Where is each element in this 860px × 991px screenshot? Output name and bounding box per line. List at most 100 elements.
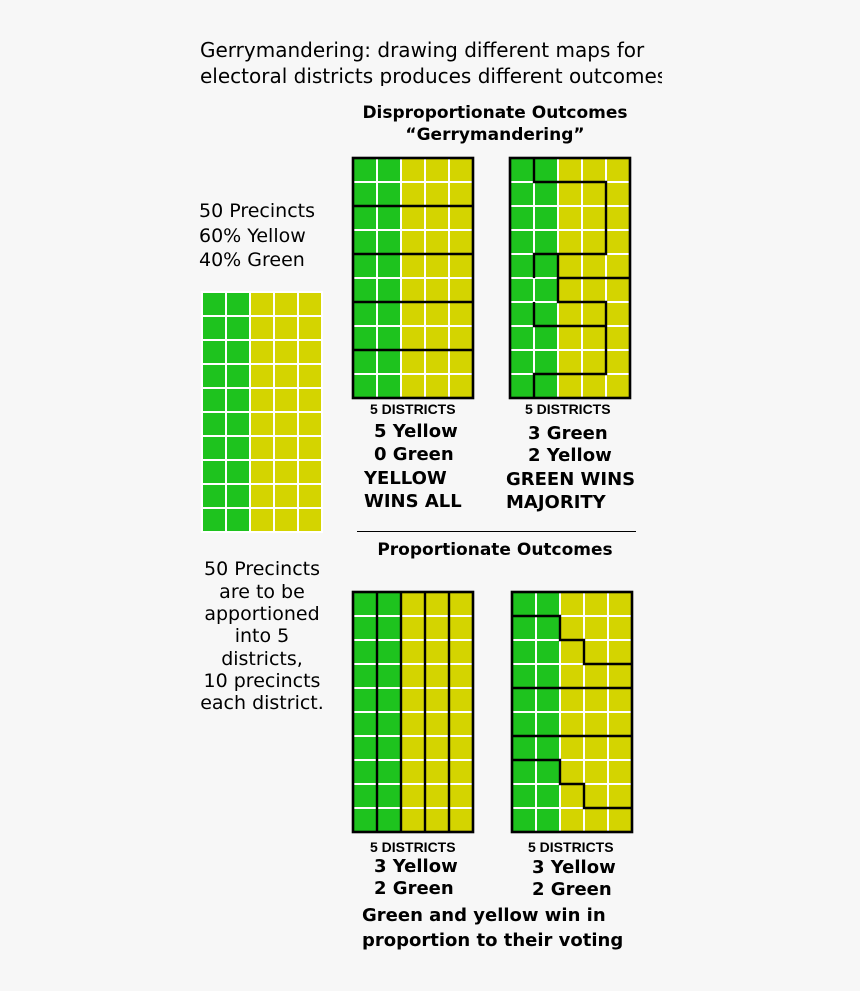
yellow-precinct — [424, 229, 450, 255]
green-precinct — [535, 663, 561, 689]
green-precinct — [225, 339, 251, 365]
yellow-precinct — [581, 205, 607, 231]
yellow-precinct — [605, 205, 631, 231]
yellow-precinct — [448, 325, 474, 351]
yellow-precinct — [448, 759, 474, 785]
green-precinct — [376, 301, 402, 327]
yellow-precinct — [400, 301, 426, 327]
yellow-precinct — [400, 807, 426, 833]
yellow-precinct — [297, 507, 323, 533]
yellow-precinct — [448, 735, 474, 761]
district-boundary — [512, 758, 632, 810]
yellow-precinct — [424, 205, 450, 231]
yellow-precinct — [400, 373, 426, 399]
green-precinct — [376, 277, 402, 303]
green-precinct — [535, 687, 561, 713]
title-line-2: electoral districts produces different o… — [200, 66, 662, 86]
yellow-precinct — [249, 507, 275, 533]
green-precinct — [511, 639, 537, 665]
yellow-precinct — [448, 277, 474, 303]
green-precinct — [225, 483, 251, 509]
yellow-precinct — [581, 325, 607, 351]
yellow-precinct — [400, 663, 426, 689]
green-precinct — [511, 591, 537, 617]
green-precinct — [509, 277, 535, 303]
green-precinct — [201, 459, 227, 485]
green-precinct — [509, 325, 535, 351]
yellow-precinct — [559, 591, 585, 617]
green-precinct — [376, 591, 402, 617]
map-a-verdict-line-2: WINS ALL — [364, 491, 462, 512]
green-precinct — [511, 759, 537, 785]
yellow-precinct — [249, 387, 275, 413]
green-precinct — [352, 663, 378, 689]
yellow-precinct — [559, 807, 585, 833]
green-precinct — [535, 591, 561, 617]
yellow-precinct — [424, 687, 450, 713]
yellow-precinct — [581, 373, 607, 399]
yellow-precinct — [424, 783, 450, 809]
green-precinct — [535, 615, 561, 641]
yellow-precinct — [583, 759, 609, 785]
conclusion-line-2: proportion to their voting — [362, 930, 624, 951]
green-precinct — [509, 229, 535, 255]
yellow-precinct — [424, 301, 450, 327]
summary-yellow-share: 60% Yellow — [199, 225, 306, 247]
yellow-precinct — [297, 435, 323, 461]
yellow-precinct — [400, 639, 426, 665]
green-precinct — [376, 229, 402, 255]
green-precinct — [509, 301, 535, 327]
green-precinct — [352, 591, 378, 617]
yellow-precinct — [559, 711, 585, 737]
yellow-precinct — [559, 783, 585, 809]
conclusion-line-1: Green and yellow win in — [362, 905, 606, 926]
green-precinct — [376, 349, 402, 375]
yellow-precinct — [448, 373, 474, 399]
district-map-yellow-wins-all — [351, 156, 475, 400]
yellow-precinct — [249, 291, 275, 317]
green-precinct — [352, 807, 378, 833]
yellow-precinct — [557, 253, 583, 279]
green-precinct — [376, 181, 402, 207]
yellow-precinct — [557, 349, 583, 375]
green-precinct — [201, 363, 227, 389]
yellow-precinct — [448, 301, 474, 327]
green-precinct — [352, 181, 378, 207]
green-precinct — [352, 253, 378, 279]
yellow-precinct — [424, 663, 450, 689]
yellow-precinct — [400, 783, 426, 809]
yellow-precinct — [581, 181, 607, 207]
yellow-precinct — [605, 325, 631, 351]
yellow-precinct — [583, 663, 609, 689]
yellow-precinct — [607, 711, 633, 737]
district-boundary — [532, 158, 608, 278]
district-map-vertical-strips — [351, 590, 475, 834]
yellow-precinct — [273, 339, 299, 365]
yellow-precinct — [448, 181, 474, 207]
apportion-line-1: 50 Precincts — [204, 558, 320, 580]
green-precinct — [352, 759, 378, 785]
green-precinct — [225, 507, 251, 533]
yellow-precinct — [424, 759, 450, 785]
yellow-precinct — [605, 181, 631, 207]
yellow-precinct — [400, 591, 426, 617]
green-precinct — [201, 435, 227, 461]
green-precinct — [535, 783, 561, 809]
green-precinct — [376, 735, 402, 761]
green-precinct — [201, 507, 227, 533]
apportion-line-7: each district. — [200, 692, 324, 714]
yellow-precinct — [605, 157, 631, 183]
yellow-precinct — [424, 157, 450, 183]
yellow-precinct — [448, 783, 474, 809]
yellow-precinct — [448, 591, 474, 617]
green-precinct — [535, 639, 561, 665]
summary-precincts: 50 Precincts — [199, 200, 315, 222]
map-a-verdict-line-1: YELLOW — [364, 468, 447, 489]
green-precinct — [352, 639, 378, 665]
yellow-precinct — [400, 277, 426, 303]
green-precinct — [511, 783, 537, 809]
yellow-precinct — [605, 301, 631, 327]
map-b-districts-label: 5 DISTRICTS — [525, 401, 611, 417]
green-precinct — [535, 711, 561, 737]
proportionate-heading: Proportionate Outcomes — [377, 540, 613, 560]
